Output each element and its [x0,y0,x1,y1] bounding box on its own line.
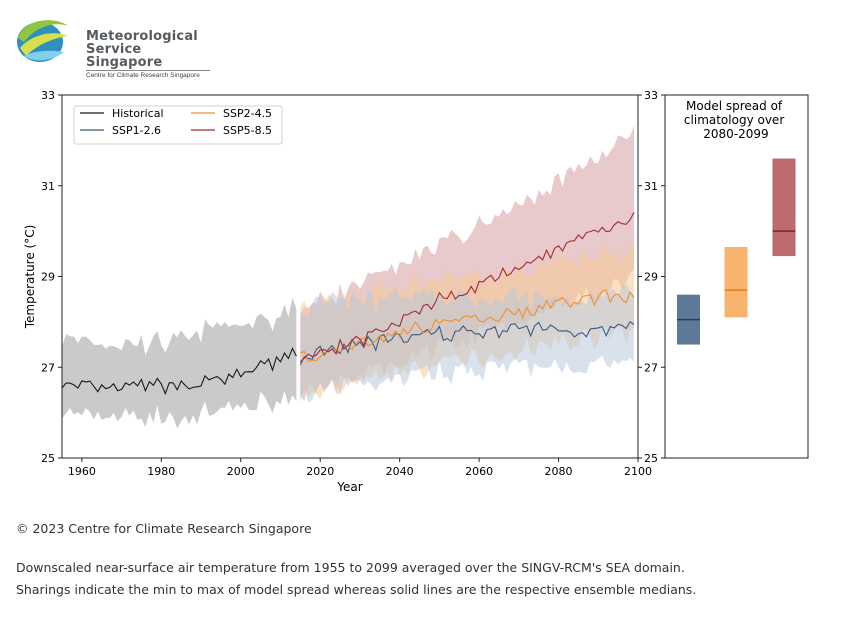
x-tick-label: 2080 [545,465,573,478]
logo-line-1: Meteorological [86,29,198,44]
x-tick-label: 2040 [386,465,414,478]
spread-box-ssp5-8-5 [772,158,796,257]
y-axis-label: Temperature (°C) [23,225,37,330]
spread-bands [62,125,634,429]
line-ssp5-8-5 [299,211,635,363]
caption-line-1: Downscaled near-surface air temperature … [16,560,685,575]
y-tick-label: 27 [41,361,55,374]
median-lines [62,211,635,396]
mss-logo: Meteorological Service Singapore Centre … [14,12,214,79]
y-tick-label-right: 27 [644,361,658,374]
legend-label: SSP5-8.5 [223,124,272,137]
y-tick-label-right: 33 [644,89,658,102]
mss-logo-icon [17,20,68,62]
y-tick-label: 29 [41,271,55,284]
x-tick-label: 2060 [465,465,493,478]
legend-label: SSP1-2.6 [112,124,161,137]
y-tick-label: 33 [41,89,55,102]
x-axis-label: Year [336,480,362,494]
line-ssp1-2-6 [299,321,635,366]
legend-label: Historical [112,107,164,120]
spread-title-line-3: 2080-2099 [703,127,768,141]
legend-box [73,105,283,145]
copyright-text: © 2023 Centre for Climate Research Singa… [16,521,312,536]
band-ssp1-2-6 [300,284,634,404]
logo-line-2: Service [86,42,142,57]
logo-line-3: Singapore [86,55,163,70]
y-tick-label-right: 25 [644,452,658,465]
legend-label: SSP2-4.5 [223,107,272,120]
y-tick-label: 31 [41,180,55,193]
spread-axes [661,94,665,459]
spread-box-ssp2-4-5 [724,247,748,318]
caption-line-2: Sharings indicate the min to max of mode… [16,582,697,597]
x-tick-label: 1960 [68,465,96,478]
spread-boxes [677,158,796,345]
y-tick-label: 25 [41,452,55,465]
x-tick-label: 2100 [624,465,652,478]
y-tick-label-right: 29 [644,271,658,284]
x-tick-label: 2000 [227,465,255,478]
x-tick-label: 2020 [306,465,334,478]
x-tick-label: 1980 [147,465,175,478]
spread-title-line-2: climatology over [684,113,784,127]
line-ssp2-4-5 [300,289,635,363]
spread-title-line-1: Model spread of [686,99,783,113]
logo-wordmark: Meteorological Service Singapore Centre … [86,30,210,79]
band-historical [62,297,297,429]
legend: Historical SSP1-2.6 SSP2-4.5 SSP5-8.5 [73,105,283,145]
spread-chart-title: Model spread of climatology over 2080-20… [684,99,788,141]
y-tick-label-right: 31 [644,180,658,193]
line-historical [62,347,297,396]
logo-subtitle: Centre for Climate Research Singapore [86,70,210,79]
